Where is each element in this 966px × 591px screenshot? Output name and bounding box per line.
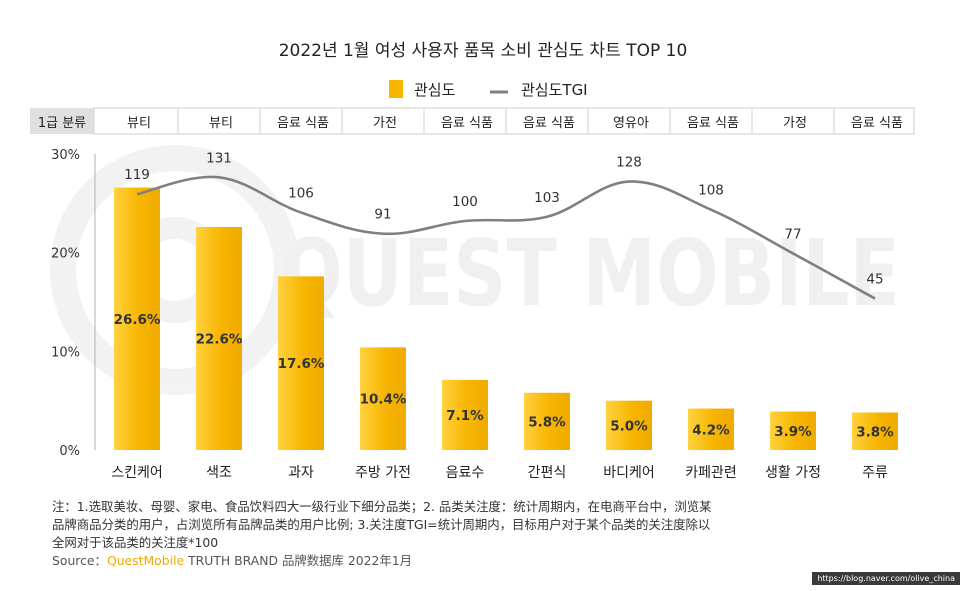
bar-value-label: 17.6%: [278, 356, 325, 372]
bars: 26.6% 22.6% 17.6% 10.4% 7.1% 5.8% 5.0% 4.2% 3.9%…: [114, 187, 898, 450]
source-prefix: Source：: [52, 553, 107, 568]
y-tick-label: 10%: [51, 345, 80, 360]
category-header-cell: [30, 108, 94, 134]
level1-category-label: 음료 식품: [851, 116, 903, 131]
footnote: 注：1.选取美妆、母婴、家电、食品饮料四大一级行业下细分品类；2. 品类关注度：…: [52, 498, 912, 570]
tgi-value-label: 103: [534, 190, 560, 206]
tgi-value-label: 77: [784, 226, 801, 242]
credit-badge: https://blog.naver.com/olive_china: [812, 572, 960, 585]
level1-category-label: 음료 식품: [277, 116, 329, 131]
bar: [196, 227, 242, 450]
chart-title: 2022년 1월 여성 사용자 품목 소비 관심도 차트 TOP 10: [279, 41, 688, 61]
level1-category-label: 뷰티: [127, 116, 151, 131]
legend-bar-swatch: [389, 80, 403, 98]
source-line: Source：QuestMobile TRUTH BRAND 品牌数据库 202…: [52, 552, 912, 570]
x-tick-label: 음료수: [446, 465, 485, 481]
bar: [770, 411, 816, 450]
x-axis-labels: 스킨케어 색조 과자 주방 가전 음료수 간편식 바디케어 카페관련 생활 가정 주류: [111, 465, 888, 481]
tgi-value-label: 45: [866, 272, 883, 288]
x-tick-label: 과자: [288, 465, 314, 481]
level1-category-label: 가정: [783, 116, 807, 131]
level1-category-label: 음료 식품: [687, 116, 739, 131]
source-brand: QuestMobile: [106, 553, 185, 568]
y-tick-label: 20%: [51, 247, 80, 262]
tgi-value-label: 91: [374, 207, 391, 223]
y-tick-label: 0%: [59, 444, 80, 459]
tgi-value-label: 100: [452, 194, 478, 210]
legend-line-label: 관심도TGI: [521, 81, 588, 99]
footnote-line-1: 注：1.选取美妆、母婴、家电、食品饮料四大一级行业下细分品类；2. 品类关注度：…: [52, 499, 712, 514]
x-tick-label: 주방 가전: [355, 465, 411, 481]
bar: [524, 392, 570, 450]
bar-value-label: 3.8%: [856, 424, 894, 440]
tgi-value-label: 128: [616, 155, 642, 171]
category-header-box: [93, 107, 915, 135]
x-tick-label: 색조: [206, 465, 232, 481]
watermark: QUEST MOBILE: [50, 145, 900, 395]
level1-category-label: 음료 식품: [441, 116, 493, 131]
level1-category-label: 가전: [373, 116, 397, 131]
bar-value-label: 4.2%: [692, 422, 730, 438]
x-tick-label: 스킨케어: [111, 465, 163, 481]
bar: [360, 347, 406, 450]
category-header-row: 1급 분류 뷰티 뷰티 음료 식품 가전 음료 식품 음료 식품 영유아 음료 식품 가정 음료 …: [30, 107, 915, 135]
x-tick-label: 간편식: [528, 465, 567, 481]
tgi-value-label: 119: [124, 167, 150, 183]
bar: [606, 400, 652, 450]
legend: 관심도 관심도TGI: [389, 80, 588, 99]
tgi-value-label: 106: [288, 186, 314, 202]
level1-category-label: 영유아: [613, 116, 649, 131]
tgi-line-series: 119 131 106 91 100 103 128 108 77 45: [124, 150, 884, 300]
y-tick-label: 30%: [51, 148, 80, 163]
footnote-line-3: 全网对于该品类的关注度*100: [52, 535, 219, 550]
tgi-value-label: 108: [698, 183, 724, 199]
bar: [278, 276, 324, 450]
bar: [442, 379, 488, 450]
watermark-text: QUEST MOBILE: [280, 220, 900, 327]
bar-value-label: 7.1%: [446, 408, 484, 424]
bar-value-label: 26.6%: [114, 312, 161, 328]
y-axis: 30% 20% 10% 0%: [51, 148, 96, 459]
bar-value-label: 10.4%: [360, 392, 407, 408]
x-tick-label: 바디케어: [603, 465, 655, 481]
footnote-line-2: 品牌商品分类的用户，占浏览所有品牌品类的用户比例; 3.关注度TGI=统计周期内…: [52, 517, 711, 532]
bar-value-label: 5.8%: [528, 414, 566, 430]
bar-value-label: 5.0%: [610, 418, 648, 434]
x-tick-label: 주류: [862, 465, 888, 481]
tgi-line: [136, 175, 876, 300]
tgi-value-label: 131: [206, 150, 232, 166]
bar: [114, 187, 160, 450]
legend-bar-label: 관심도: [414, 81, 456, 99]
source-suffix: TRUTH BRAND 品牌数据库 2022年1月: [184, 553, 413, 568]
bar-value-label: 22.6%: [196, 332, 243, 348]
bar-value-label: 3.9%: [774, 424, 812, 440]
level1-category-label: 뷰티: [209, 116, 233, 131]
level1-category-label: 음료 식품: [523, 116, 575, 131]
bar: [852, 412, 898, 450]
x-tick-label: 생활 가정: [765, 465, 821, 481]
x-tick-label: 카페관련: [685, 465, 737, 481]
bar: [688, 408, 734, 450]
category-header-label: 1급 분류: [38, 116, 86, 131]
